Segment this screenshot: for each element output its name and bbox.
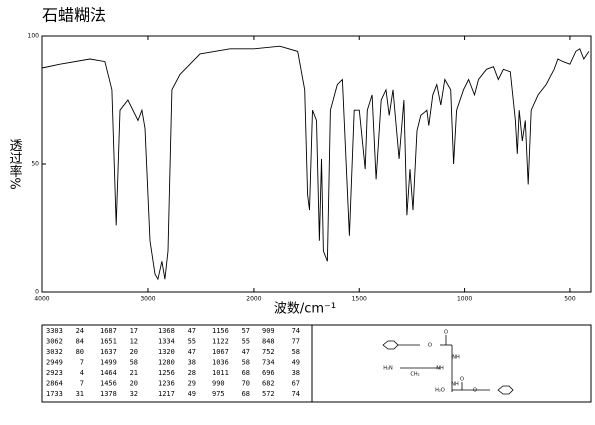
peak-transmittance: 20 bbox=[130, 380, 138, 388]
peak-wavenumber: 1067 bbox=[212, 348, 229, 356]
peak-transmittance: 7 bbox=[80, 359, 84, 367]
peak-transmittance: 31 bbox=[76, 390, 84, 398]
peak-wavenumber: 1733 bbox=[46, 390, 63, 398]
peak-wavenumber: 848 bbox=[262, 338, 275, 346]
structure-label: NH bbox=[452, 355, 460, 361]
peak-transmittance: 74 bbox=[292, 327, 300, 335]
structure-label: NH bbox=[436, 366, 444, 372]
peak-transmittance: 58 bbox=[130, 359, 138, 367]
structure-label: H₂N bbox=[383, 366, 393, 372]
y-tick-label: 100 bbox=[28, 33, 40, 40]
peak-transmittance: 28 bbox=[188, 369, 196, 377]
x-tick-label: 3000 bbox=[140, 296, 155, 303]
peak-wavenumber: 682 bbox=[262, 380, 275, 388]
peak-transmittance: 7 bbox=[80, 380, 84, 388]
peak-wavenumber: 1378 bbox=[100, 390, 117, 398]
peak-transmittance: 68 bbox=[242, 390, 250, 398]
peak-wavenumber: 572 bbox=[262, 390, 275, 398]
y-tick-label: 50 bbox=[31, 161, 39, 168]
ring bbox=[497, 385, 514, 395]
peak-transmittance: 47 bbox=[188, 348, 196, 356]
peak-transmittance: 70 bbox=[242, 380, 250, 388]
peak-wavenumber: 1456 bbox=[100, 380, 117, 388]
peak-wavenumber: 1236 bbox=[158, 380, 175, 388]
chart-title: 石蜡糊法 bbox=[42, 6, 106, 25]
x-tick-label: 500 bbox=[564, 296, 576, 303]
peak-wavenumber: 1156 bbox=[212, 327, 229, 335]
ring bbox=[382, 340, 399, 350]
structure-label: O bbox=[428, 343, 432, 349]
peak-transmittance: 24 bbox=[76, 327, 84, 335]
peak-wavenumber: 734 bbox=[262, 359, 275, 367]
peak-transmittance: 38 bbox=[188, 359, 196, 367]
peak-wavenumber: 2923 bbox=[46, 369, 63, 377]
peak-transmittance: 4 bbox=[80, 369, 84, 377]
structure-label: H₂O bbox=[435, 388, 445, 394]
peak-wavenumber: 3032 bbox=[46, 348, 63, 356]
peak-wavenumber: 1011 bbox=[212, 369, 229, 377]
peak-wavenumber: 2864 bbox=[46, 380, 63, 388]
peak-transmittance: 12 bbox=[130, 338, 138, 346]
peak-wavenumber: 1637 bbox=[100, 348, 117, 356]
peak-wavenumber: 1368 bbox=[158, 327, 175, 335]
peak-wavenumber: 696 bbox=[262, 369, 275, 377]
peak-transmittance: 47 bbox=[242, 348, 250, 356]
peak-wavenumber: 1036 bbox=[212, 359, 229, 367]
structure-label: O bbox=[473, 388, 477, 394]
peak-wavenumber: 1280 bbox=[158, 359, 175, 367]
structure-label: O bbox=[460, 377, 464, 383]
peak-transmittance: 47 bbox=[188, 327, 196, 335]
structure-drawing bbox=[382, 335, 514, 395]
peak-wavenumber: 990 bbox=[212, 380, 225, 388]
peak-transmittance: 29 bbox=[188, 380, 196, 388]
peak-wavenumber: 1122 bbox=[212, 338, 229, 346]
peak-transmittance: 17 bbox=[130, 327, 138, 335]
peak-transmittance: 57 bbox=[242, 327, 250, 335]
peak-transmittance: 49 bbox=[292, 359, 300, 367]
peak-transmittance: 84 bbox=[76, 338, 84, 346]
peak-wavenumber: 1334 bbox=[158, 338, 175, 346]
table-frame bbox=[41, 324, 592, 403]
peak-transmittance: 21 bbox=[130, 369, 138, 377]
peak-wavenumber: 1320 bbox=[158, 348, 175, 356]
x-tick-label: 2000 bbox=[246, 296, 261, 303]
peak-transmittance: 20 bbox=[130, 348, 138, 356]
peak-wavenumber: 2949 bbox=[46, 359, 63, 367]
peak-transmittance: 67 bbox=[292, 380, 300, 388]
x-tick-label: 1000 bbox=[457, 296, 472, 303]
peak-transmittance: 32 bbox=[130, 390, 138, 398]
x-tick-label: 1500 bbox=[352, 296, 367, 303]
peak-transmittance: 77 bbox=[292, 338, 300, 346]
peak-transmittance: 55 bbox=[242, 338, 250, 346]
x-axis-label: 波数/cm⁻¹ bbox=[274, 302, 336, 317]
peak-transmittance: 80 bbox=[76, 348, 84, 356]
peak-transmittance: 58 bbox=[242, 359, 250, 367]
x-tick-label: 4000 bbox=[34, 296, 49, 303]
y-tick-label: 0 bbox=[35, 289, 39, 296]
spectrum-line bbox=[41, 45, 590, 281]
peak-transmittance: 68 bbox=[242, 369, 250, 377]
peak-transmittance: 49 bbox=[188, 390, 196, 398]
peak-wavenumber: 1687 bbox=[100, 327, 117, 335]
y-axis-label: 透过率% bbox=[7, 138, 23, 189]
peak-wavenumber: 909 bbox=[262, 327, 275, 335]
peak-wavenumber: 1256 bbox=[158, 369, 175, 377]
peak-transmittance: 74 bbox=[292, 390, 300, 398]
structure-label: NH bbox=[451, 382, 459, 388]
peak-transmittance: 55 bbox=[188, 338, 196, 346]
peak-wavenumber: 3303 bbox=[46, 327, 63, 335]
peak-wavenumber: 975 bbox=[212, 390, 225, 398]
peak-transmittance: 58 bbox=[292, 348, 300, 356]
peak-wavenumber: 1217 bbox=[158, 390, 175, 398]
peak-wavenumber: 1651 bbox=[100, 338, 117, 346]
peak-wavenumber: 1499 bbox=[100, 359, 117, 367]
structure-label: O bbox=[444, 330, 448, 336]
peak-wavenumber: 3062 bbox=[46, 338, 63, 346]
structure-label: CH₂ bbox=[410, 372, 419, 378]
plot-frame bbox=[41, 35, 592, 293]
peak-wavenumber: 752 bbox=[262, 348, 275, 356]
peak-wavenumber: 1464 bbox=[100, 369, 117, 377]
peak-transmittance: 38 bbox=[292, 369, 300, 377]
